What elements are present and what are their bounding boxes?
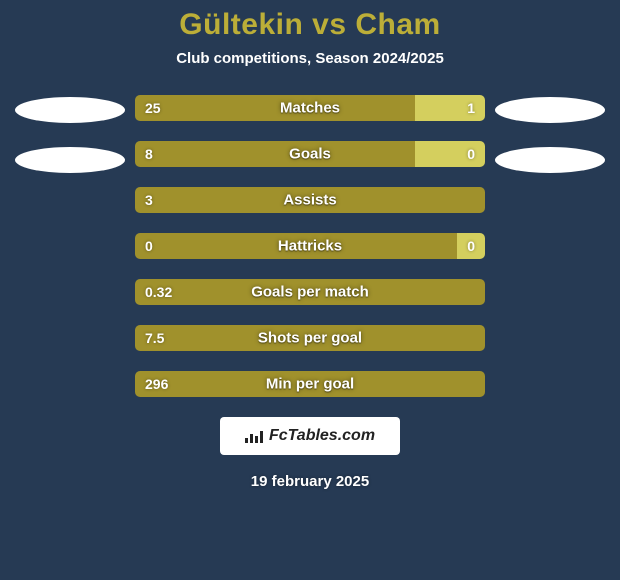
stat-row-goals-per-match: Goals per match 0.32 xyxy=(135,279,485,305)
stat-value-left: 25 xyxy=(145,100,161,116)
stat-value-left: 0 xyxy=(145,238,153,254)
player-left-badge-1 xyxy=(15,97,125,123)
stat-value-right: 0 xyxy=(467,146,475,162)
stat-value-left: 3 xyxy=(145,192,153,208)
stat-value-right: 1 xyxy=(467,100,475,116)
player-right-badge-2 xyxy=(495,147,605,173)
stat-segment-left xyxy=(135,95,415,121)
player-right-badges xyxy=(495,95,605,173)
stat-bars: Matches251Goals80Assists3Hattricks00Goal… xyxy=(135,95,485,397)
stat-row-shots-per-goal: Shots per goal 7.5 xyxy=(135,325,485,351)
player-right-badge-1 xyxy=(495,97,605,123)
page-title: Gültekin vs Cham xyxy=(179,8,440,42)
stat-label: Matches xyxy=(280,100,340,117)
stat-value-left: 7.5 xyxy=(145,330,164,346)
stat-label: Min per goal xyxy=(266,376,354,393)
stat-value-right: 0 xyxy=(467,238,475,254)
stat-row-goals: Goals 8 0 xyxy=(135,141,485,167)
comparison-infographic: Gültekin vs Cham Club competitions, Seas… xyxy=(0,0,620,580)
page-subtitle: Club competitions, Season 2024/2025 xyxy=(176,50,444,67)
stat-row-min-per-goal: Min per goal 296 xyxy=(135,371,485,397)
stat-row-assists: Assists 3 xyxy=(135,187,485,213)
stat-label: Shots per goal xyxy=(258,330,362,347)
stat-value-left: 296 xyxy=(145,376,168,392)
stats-area: Matches251Goals80Assists3Hattricks00Goal… xyxy=(0,95,620,397)
player-left-badge-2 xyxy=(15,147,125,173)
stat-label: Goals per match xyxy=(251,284,369,301)
stat-label: Hattricks xyxy=(278,238,342,255)
stat-row-hattricks: Hattricks 0 0 xyxy=(135,233,485,259)
stat-segment-left xyxy=(135,141,415,167)
stat-label: Goals xyxy=(289,146,331,163)
footer-date: 19 february 2025 xyxy=(251,473,369,490)
stat-label: Assists xyxy=(283,192,336,209)
stat-row-matches: Matches 25 1 xyxy=(135,95,485,121)
stat-value-left: 8 xyxy=(145,146,153,162)
footer-logo: FcTables.com xyxy=(220,417,400,455)
player-left-badges xyxy=(15,95,125,173)
bar-chart-icon xyxy=(245,429,263,443)
stat-value-left: 0.32 xyxy=(145,284,172,300)
footer-logo-text: FcTables.com xyxy=(269,427,375,445)
